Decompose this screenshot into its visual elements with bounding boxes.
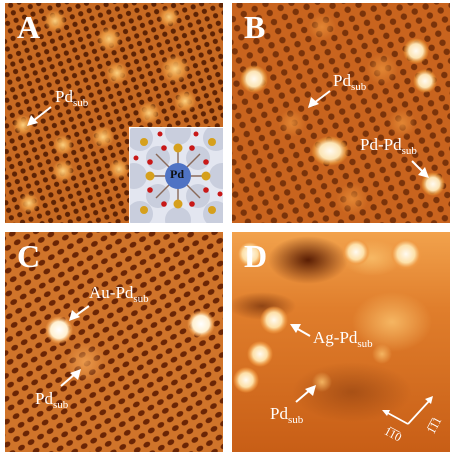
stm-image-c <box>5 232 223 452</box>
atomic-model-image <box>130 128 223 223</box>
stm-panel-c: C Au-Pdsub Pdsub <box>5 232 223 452</box>
panel-letter: B <box>244 9 266 45</box>
pd-sub-label: Pdsub <box>270 404 304 427</box>
pd-sub-label: Pdsub <box>333 71 367 94</box>
pd-sub-label: Pdsub <box>35 389 69 412</box>
stm-panel-d: D Ag-Pdsub Pdsub 1̅1̅0 1̅1̅1 <box>232 232 450 452</box>
pd-sub-label: Pdsub <box>55 87 89 110</box>
panel-letter: D <box>244 238 268 274</box>
au-pd-sub-label: Au-Pdsub <box>89 283 149 306</box>
stm-image-d <box>232 232 450 452</box>
structure-inset: Pd <box>129 127 223 223</box>
panel-letter: A <box>17 9 41 45</box>
stm-panel-a: A Pdsub <box>5 3 223 223</box>
stm-image-b <box>232 3 450 223</box>
stm-image-a <box>5 3 223 223</box>
panel-letter: C <box>17 238 41 274</box>
inset-pd-label: Pd <box>170 167 185 181</box>
ag-pd-sub-label: Ag-Pdsub <box>313 328 373 351</box>
pd-pd-sub-label: Pd-Pdsub <box>360 135 417 158</box>
stm-panel-b: B Pdsub Pd-Pdsub <box>232 3 450 223</box>
